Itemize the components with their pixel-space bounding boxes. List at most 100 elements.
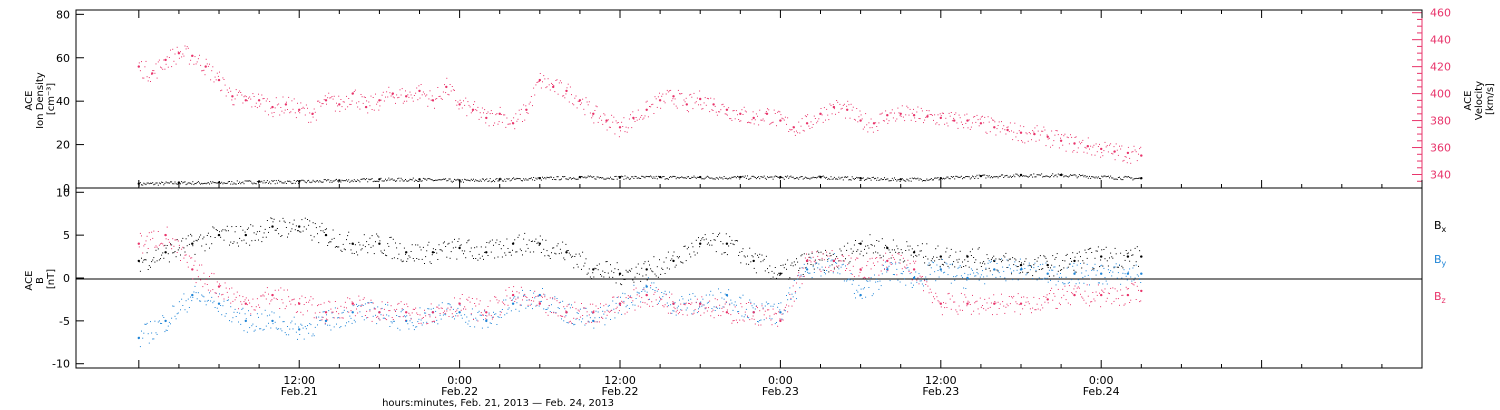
data-dot	[202, 183, 204, 185]
data-dot	[1035, 309, 1037, 311]
data-dot	[162, 252, 164, 254]
density-axis-title-line1: ACE	[24, 91, 35, 111]
data-dot	[1077, 260, 1079, 262]
data-dot	[408, 96, 410, 98]
data-dot	[905, 114, 907, 116]
data-dot	[1138, 265, 1139, 267]
data-dot	[923, 122, 924, 124]
data-dot	[856, 250, 858, 252]
data-dot	[767, 268, 768, 270]
data-dot	[488, 242, 490, 244]
data-dot	[279, 114, 281, 116]
data-dot	[790, 175, 792, 177]
data-dot	[829, 103, 831, 105]
data-dot	[840, 260, 842, 262]
data-dot	[620, 283, 621, 285]
data-dot	[1014, 176, 1016, 178]
data-dot	[411, 97, 413, 99]
data-dot	[1038, 277, 1040, 279]
data-dot	[818, 259, 820, 260]
data-dot	[866, 280, 868, 282]
data-dot	[655, 98, 657, 100]
data-dot	[192, 181, 194, 183]
data-dot	[827, 114, 829, 116]
data-point	[592, 311, 595, 314]
data-point	[1126, 293, 1130, 297]
data-dot	[174, 251, 176, 252]
data-dot	[559, 80, 561, 82]
data-dot	[418, 258, 420, 260]
data-dot	[608, 178, 610, 180]
data-dot	[959, 265, 961, 267]
data-dot	[144, 66, 146, 68]
data-dot	[1071, 292, 1073, 294]
data-dot	[692, 108, 694, 110]
data-dot	[209, 276, 210, 277]
data-dot	[804, 271, 806, 273]
data-dot	[610, 176, 611, 178]
data-dot	[156, 260, 158, 262]
data-dot	[238, 183, 239, 184]
data-dot	[537, 241, 539, 243]
data-dot	[913, 260, 914, 262]
data-dot	[369, 105, 371, 107]
data-point	[899, 112, 902, 116]
data-dot	[463, 181, 464, 183]
data-dot	[192, 278, 194, 280]
data-dot	[656, 266, 658, 268]
data-dot	[1117, 272, 1119, 274]
data-dot	[196, 298, 198, 300]
data-dot	[1102, 265, 1104, 267]
data-dot	[776, 277, 777, 279]
data-dot	[416, 180, 418, 181]
data-dot	[320, 230, 322, 232]
data-dot	[428, 314, 430, 316]
data-dot	[336, 178, 337, 180]
data-dot	[328, 310, 330, 312]
data-dot	[157, 321, 159, 323]
data-dot	[364, 246, 366, 248]
data-dot	[794, 178, 796, 179]
data-dot	[591, 117, 593, 119]
data-dot	[163, 257, 165, 259]
data-dot	[382, 91, 384, 93]
data-dot	[897, 248, 899, 250]
data-dot	[213, 182, 215, 184]
data-dot	[1041, 279, 1043, 280]
data-dot	[907, 245, 909, 247]
data-dot	[764, 177, 766, 179]
data-dot	[239, 295, 241, 297]
data-dot	[709, 111, 711, 113]
data-dot	[1071, 279, 1073, 281]
data-dot	[946, 247, 948, 249]
data-dot	[340, 249, 342, 251]
data-dot	[1003, 125, 1005, 127]
data-dot	[1060, 174, 1061, 176]
data-dot	[351, 322, 353, 324]
data-dot	[601, 119, 603, 121]
data-dot	[399, 243, 401, 245]
data-dot	[500, 178, 502, 180]
data-dot	[220, 236, 222, 238]
legend-bx-main: B	[1434, 219, 1442, 232]
data-dot	[381, 94, 383, 96]
data-dot	[920, 107, 922, 109]
data-dot	[787, 311, 789, 313]
data-dot	[527, 112, 529, 114]
data-dot	[516, 302, 518, 304]
data-dot	[945, 302, 947, 304]
data-dot	[161, 67, 163, 69]
data-dot	[982, 174, 983, 176]
data-dot	[581, 321, 582, 323]
data-dot	[184, 254, 186, 256]
data-dot	[1123, 176, 1125, 178]
data-dot	[1028, 132, 1030, 133]
data-point	[672, 95, 675, 98]
data-dot	[399, 316, 401, 318]
data-dot	[979, 297, 981, 299]
data-dot	[868, 277, 870, 279]
data-dot	[1123, 255, 1125, 256]
data-dot	[242, 102, 244, 104]
data-dot	[694, 102, 696, 104]
data-dot	[798, 274, 800, 276]
